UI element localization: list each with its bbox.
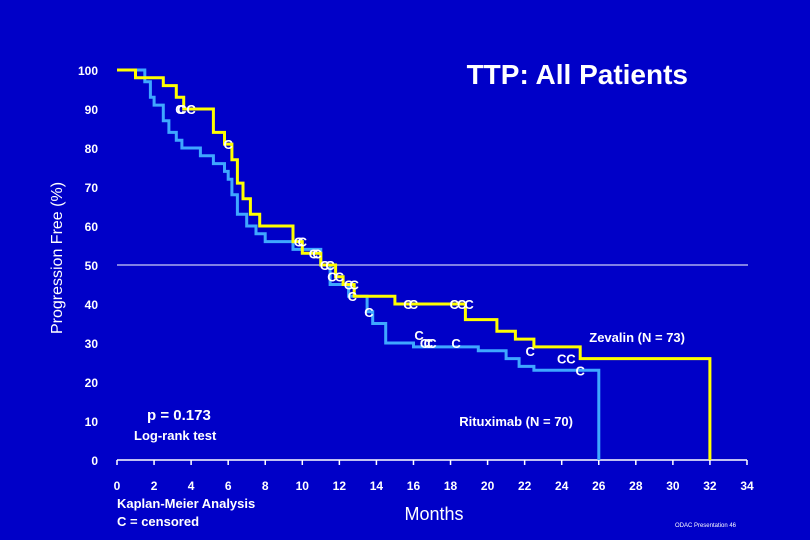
x-tick-label: 0	[114, 479, 121, 493]
x-tick-label: 20	[481, 479, 495, 493]
rituximab-censor-mark: C	[420, 336, 430, 351]
rituximab-curve	[117, 68, 601, 460]
zevalin-censor-mark: C	[294, 235, 304, 250]
x-tick-label: 30	[666, 479, 680, 493]
y-tick-label: 80	[85, 142, 99, 156]
rituximab-censor-mark: C	[348, 289, 358, 304]
survival-curves	[117, 68, 712, 460]
p-value-label: p = 0.173	[147, 407, 211, 424]
rituximab-censor-mark: C	[414, 328, 424, 343]
x-tick-label: 14	[370, 479, 384, 493]
x-tick-label: 8	[262, 479, 269, 493]
rituximab-censor-mark: C	[424, 336, 434, 351]
rituximab-censor-mark: C	[327, 270, 337, 285]
x-tick-labels: 0 2 4 6 8 10 12 14 16 18 20 22 24 26 28 30 32 34	[114, 479, 754, 493]
method-label: Kaplan-Meier Analysis	[117, 496, 255, 511]
rituximab-censor-mark: C	[526, 344, 536, 359]
zevalin-curve	[117, 68, 712, 460]
rituximab-censor-mark: C	[364, 305, 374, 320]
rituximab-censor-mark: C	[298, 235, 308, 250]
x-tick-label: 16	[407, 479, 421, 493]
x-tick-label: 18	[444, 479, 458, 493]
x-tick-marks	[116, 460, 748, 465]
x-tick-label: 24	[555, 479, 569, 493]
x-tick-label: 10	[296, 479, 310, 493]
zevalin-censor-mark: C	[450, 297, 460, 312]
zevalin-label: Zevalin (N = 73)	[589, 330, 685, 345]
zevalin-censor-mark: C	[223, 137, 233, 152]
x-axis-label: Months	[404, 504, 463, 524]
rituximab-censor-mark: C	[566, 352, 576, 367]
zevalin-censor-mark: C	[186, 102, 196, 117]
rituximab-censor-mark: C	[320, 258, 330, 273]
y-tick-label: 90	[85, 103, 99, 117]
rituximab-censor-mark: C	[576, 363, 586, 378]
zevalin-censor-mark: C	[464, 297, 474, 312]
y-tick-label: 60	[85, 220, 99, 234]
y-axis-label: Progression Free (%)	[49, 182, 66, 334]
y-tick-label: 0	[91, 454, 98, 468]
x-tick-label: 34	[740, 479, 754, 493]
rituximab-label: Rituximab (N = 70)	[459, 414, 573, 429]
x-tick-label: 28	[629, 479, 643, 493]
x-tick-label: 2	[151, 479, 158, 493]
zevalin-censor-mark: C	[403, 297, 413, 312]
x-tick-label: 4	[188, 479, 195, 493]
zevalin-censor-mark: C	[325, 258, 335, 273]
y-tick-label: 70	[85, 181, 99, 195]
zevalin-censor-mark: C	[177, 102, 187, 117]
test-label: Log-rank test	[134, 428, 217, 443]
y-tick-label: 40	[85, 298, 99, 312]
x-tick-label: 22	[518, 479, 532, 493]
rituximab-censor-mark: C	[309, 246, 319, 261]
y-tick-label: 30	[85, 337, 99, 351]
rituximab-censor-mark: C	[557, 352, 567, 367]
rituximab-censor-mark: C	[451, 336, 461, 351]
censor-legend-label: C = censored	[117, 514, 199, 529]
chart-title: TTP: All Patients	[467, 59, 688, 90]
y-tick-label: 100	[78, 64, 98, 78]
x-tick-label: 32	[703, 479, 717, 493]
zevalin-censor-mark: C	[344, 278, 354, 293]
zevalin-censor-mark: C	[312, 246, 322, 261]
zevalin-censor-mark: C	[457, 297, 467, 312]
y-tick-label: 50	[85, 259, 99, 273]
source-label: ODAC Presentation 46	[675, 523, 737, 529]
rituximab-censor-mark: C	[335, 270, 345, 285]
x-tick-label: 26	[592, 479, 606, 493]
x-tick-label: 6	[225, 479, 232, 493]
rituximab-censor-mark: C	[175, 102, 185, 117]
y-tick-label: 20	[85, 376, 99, 390]
x-tick-label: 12	[333, 479, 347, 493]
y-tick-label: 10	[85, 415, 99, 429]
zevalin-censor-mark: C	[409, 297, 419, 312]
zevalin-censor-mark: C	[349, 278, 359, 293]
rituximab-censor-mark: C	[427, 336, 437, 351]
